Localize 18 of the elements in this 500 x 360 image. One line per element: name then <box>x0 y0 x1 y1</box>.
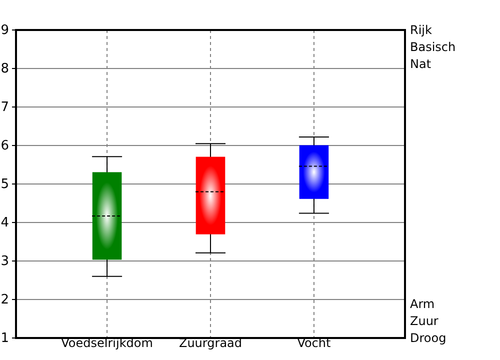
text: Rijk <box>410 23 432 37</box>
text: Droog <box>410 331 446 345</box>
y-tick-label: 8 <box>0 62 9 77</box>
y-tick-label: 5 <box>0 177 9 192</box>
y-tick-label: 3 <box>0 254 9 270</box>
y-tick-label: 2 <box>0 292 9 308</box>
x-tick-label: Vocht <box>297 336 332 350</box>
y-tick-label: 1 <box>0 331 9 346</box>
text: Nat <box>410 57 432 71</box>
text: Zuur <box>410 314 438 328</box>
y-tick-label: 6 <box>0 138 9 154</box>
y-tick-label: 9 <box>0 23 9 38</box>
x-tick-label: Zuurgraad <box>178 336 242 350</box>
text: Arm <box>410 297 435 311</box>
text: Basisch <box>410 40 456 54</box>
y-tick-label: 7 <box>0 100 9 116</box>
y-tick-label: 4 <box>0 216 9 231</box>
x-tick-label: Voedselrijkdom <box>61 336 153 350</box>
